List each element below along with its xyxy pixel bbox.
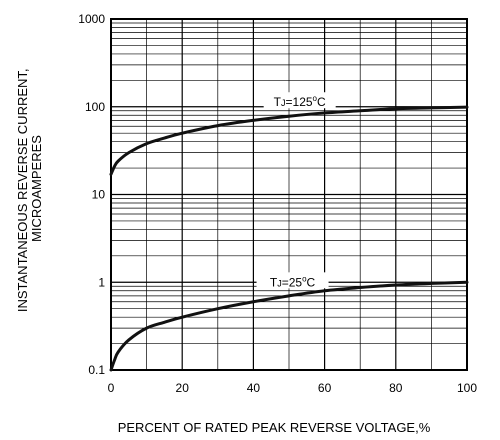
curve-label-part: =125	[286, 95, 313, 109]
x-tick-label: 100	[457, 381, 477, 395]
y-tick-label: 1000	[78, 12, 105, 26]
y-axis-title-line-2: MICROAMPERES	[29, 135, 44, 242]
curve-series-0	[109, 105, 469, 176]
x-tick-label: 40	[247, 381, 261, 395]
y-axis-title-line-1: INSTANTANEOUS REVERSE CURRENT,	[15, 68, 30, 312]
curve-label-part: =25	[282, 275, 303, 289]
y-axis-title: INSTANTANEOUS REVERSE CURRENT, MICROAMPE…	[15, 65, 44, 312]
curve-label-part: o	[313, 94, 318, 103]
y-tick-label: 10	[92, 188, 106, 202]
curve-label-background	[263, 92, 336, 109]
curve-label-part: C	[317, 95, 326, 109]
x-tick-labels: 0 20 40 60 80 100	[108, 381, 478, 395]
curve-label-part: J	[281, 98, 286, 108]
y-tick-labels: 0.1 1 10 100 1000	[78, 12, 105, 377]
curve-label-part: C	[307, 275, 316, 289]
curve-label-background	[256, 272, 329, 289]
curve-series-1	[109, 280, 469, 372]
x-tick-label: 20	[176, 381, 190, 395]
grid	[110, 18, 468, 371]
y-tick-label: 100	[85, 100, 105, 114]
curve-label-part: T	[270, 275, 278, 289]
y-tick-label: 0.1	[88, 363, 105, 377]
y-tick-label: 1	[98, 275, 105, 289]
x-tick-label: 80	[389, 381, 403, 395]
x-tick-label: 0	[108, 381, 115, 395]
plot-frame	[110, 18, 468, 371]
curve-label-series-1: TJ=25oC	[270, 274, 316, 289]
x-axis-title: PERCENT OF RATED PEAK REVERSE VOLTAGE,%	[118, 420, 431, 435]
curves	[109, 105, 469, 372]
x-tick-label: 60	[318, 381, 332, 395]
curve-label-part: T	[274, 95, 282, 109]
curve-label-series-0: TJ=125oC	[274, 94, 326, 109]
curve-label-part: J	[277, 278, 282, 288]
curve-label-part: o	[302, 274, 307, 283]
